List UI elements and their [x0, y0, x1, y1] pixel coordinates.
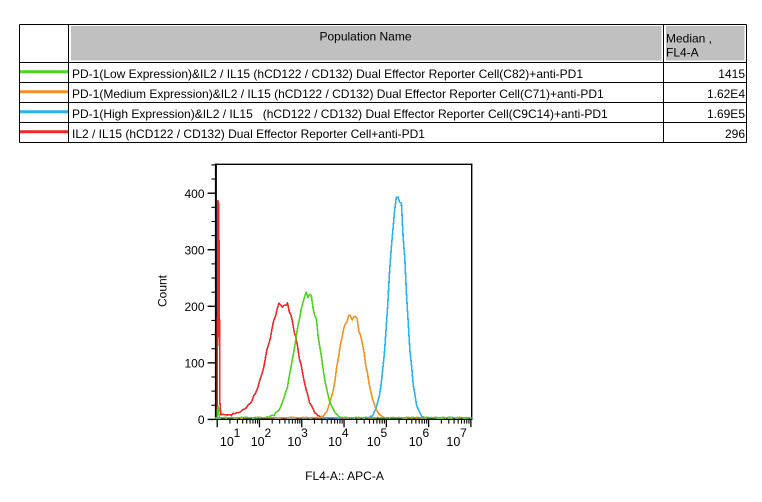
svg-text:IL2 / IL15 (hCD122 / CD132) Du: IL2 / IL15 (hCD122 / CD132) Dual Effecto…: [72, 127, 425, 141]
svg-text:1.62E4: 1.62E4: [707, 87, 745, 101]
svg-text:10: 10: [446, 435, 460, 449]
svg-text:0: 0: [198, 413, 205, 427]
svg-text:296: 296: [725, 127, 745, 141]
svg-text:FL4-A:: APC-A: FL4-A:: APC-A: [305, 469, 384, 483]
svg-text:1: 1: [234, 426, 241, 440]
svg-text:Median ,: Median ,: [666, 32, 712, 46]
svg-text:6: 6: [422, 426, 429, 440]
svg-text:10: 10: [220, 435, 234, 449]
svg-text:10: 10: [367, 435, 381, 449]
svg-text:300: 300: [184, 244, 204, 258]
svg-text:PD-1(High Expression)&IL2 / IL: PD-1(High Expression)&IL2 / IL15 (hCD122…: [72, 107, 608, 121]
svg-text:PD-1(Low Expression)&IL2 / IL1: PD-1(Low Expression)&IL2 / IL15 (hCD122 …: [72, 67, 583, 81]
svg-text:2: 2: [264, 426, 271, 440]
svg-text:Population Name: Population Name: [319, 30, 411, 44]
svg-text:10: 10: [251, 435, 265, 449]
svg-text:5: 5: [381, 426, 388, 440]
svg-text:10: 10: [328, 435, 342, 449]
svg-text:Count: Count: [156, 274, 170, 307]
svg-text:4: 4: [342, 426, 349, 440]
svg-text:PD-1(Medium Expression)&IL2 /: PD-1(Medium Expression)&IL2 / IL15 (hCD1…: [72, 87, 604, 101]
svg-text:100: 100: [184, 357, 204, 371]
svg-text:10: 10: [287, 435, 301, 449]
svg-text:1.69E5: 1.69E5: [707, 107, 745, 121]
svg-text:1415: 1415: [718, 67, 745, 81]
svg-text:FL4-A: FL4-A: [666, 46, 699, 60]
svg-text:3: 3: [301, 426, 308, 440]
svg-text:7: 7: [460, 426, 467, 440]
svg-text:200: 200: [184, 300, 204, 314]
svg-text:10: 10: [409, 435, 423, 449]
svg-text:400: 400: [184, 187, 204, 201]
